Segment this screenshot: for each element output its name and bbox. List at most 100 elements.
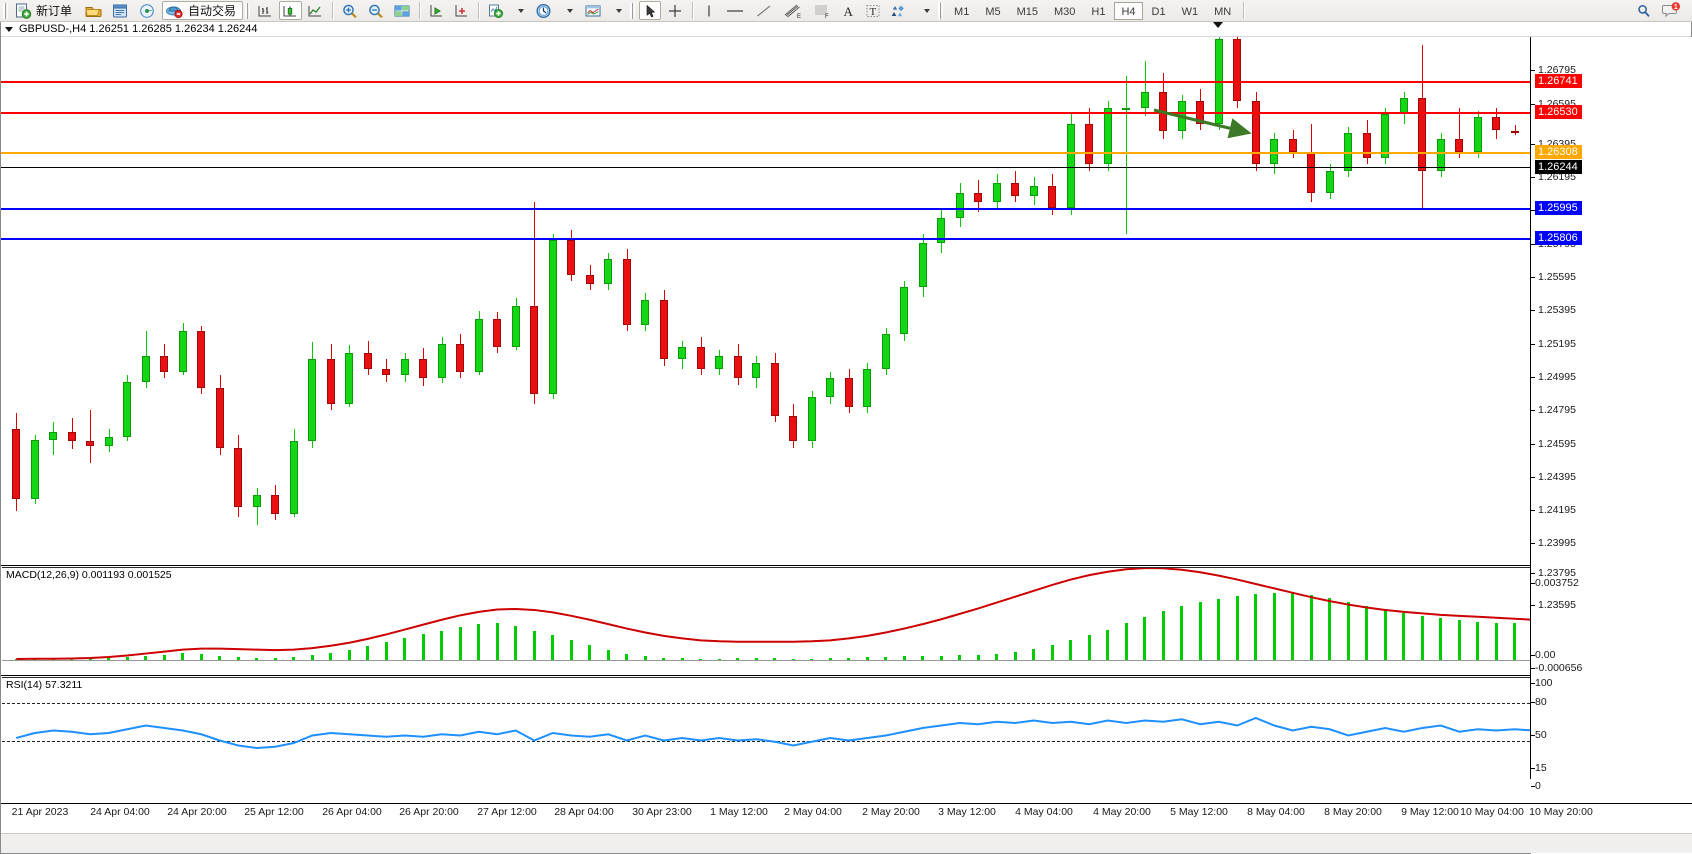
- horizontal-line-button[interactable]: [721, 1, 749, 20]
- new-order-button[interactable]: 新订单: [12, 1, 79, 20]
- chart-shift-button[interactable]: [450, 1, 473, 20]
- candle-body[interactable]: [234, 447, 242, 508]
- support-line-2[interactable]: [1, 238, 1530, 240]
- pivot-level-badge[interactable]: 1.26308: [1535, 145, 1582, 159]
- candle-body[interactable]: [882, 334, 890, 369]
- candle-body[interactable]: [308, 359, 316, 442]
- cursor-button[interactable]: [639, 1, 662, 20]
- candle-body[interactable]: [271, 494, 279, 514]
- candle-body[interactable]: [382, 368, 390, 376]
- candle-body[interactable]: [974, 192, 982, 203]
- text-label-button[interactable]: T: [861, 1, 885, 20]
- objects-dropdown[interactable]: [915, 1, 936, 20]
- candle-body[interactable]: [993, 183, 1001, 203]
- candle-body[interactable]: [475, 318, 483, 373]
- timeframe-m30[interactable]: M30: [1054, 5, 1076, 18]
- candle-body[interactable]: [660, 299, 668, 360]
- templates-dropdown[interactable]: [607, 1, 628, 20]
- candle-body[interactable]: [68, 431, 76, 442]
- candle-body[interactable]: [1233, 38, 1241, 102]
- candle-body[interactable]: [1104, 107, 1112, 165]
- candle-body[interactable]: [845, 378, 853, 407]
- search-button[interactable]: [1632, 1, 1656, 20]
- candle-body[interactable]: [438, 343, 446, 379]
- templates-button[interactable]: [581, 1, 605, 20]
- candle-body[interactable]: [900, 287, 908, 335]
- candle-body[interactable]: [1474, 117, 1482, 152]
- time-axis[interactable]: 21 Apr 2023 24 Apr 04:00 24 Apr 20:00 25 Ap…: [1, 804, 1692, 824]
- candle-body[interactable]: [1270, 139, 1278, 165]
- candle-body[interactable]: [142, 356, 150, 382]
- pivot-line[interactable]: [1, 152, 1530, 154]
- current-price-badge[interactable]: 1.26244: [1535, 160, 1582, 174]
- candle-body[interactable]: [1363, 132, 1371, 159]
- candle-chart-button[interactable]: [279, 1, 303, 20]
- profiles-button[interactable]: [81, 1, 106, 20]
- text-button[interactable]: A: [837, 1, 859, 20]
- candle-body[interactable]: [808, 397, 816, 442]
- candle-body[interactable]: [1141, 92, 1149, 108]
- timeframe-mn[interactable]: MN: [1214, 5, 1232, 18]
- candle-body[interactable]: [1122, 107, 1130, 110]
- candle-body[interactable]: [456, 343, 464, 373]
- candle-body[interactable]: [105, 436, 113, 446]
- candle-body[interactable]: [290, 441, 298, 514]
- candle-body[interactable]: [715, 356, 723, 369]
- trendline-button[interactable]: [751, 1, 777, 20]
- bar-chart-button[interactable]: [254, 1, 277, 20]
- vertical-line-button[interactable]: [698, 1, 719, 20]
- candle-body[interactable]: [1030, 186, 1038, 196]
- autotrade-button[interactable]: 自动交易: [162, 1, 244, 20]
- timeframe-h4[interactable]: H4: [1114, 1, 1143, 20]
- macd-pane[interactable]: [2, 567, 1530, 675]
- chart-menu-icon[interactable]: [5, 26, 13, 32]
- timeframe-w1[interactable]: W1: [1181, 5, 1199, 18]
- terminal-button[interactable]: [108, 1, 133, 20]
- timeframe-m5[interactable]: M5: [985, 5, 1001, 18]
- candle-body[interactable]: [919, 243, 927, 288]
- candle-body[interactable]: [1511, 131, 1519, 134]
- indicators-button[interactable]: [484, 1, 507, 20]
- candle-body[interactable]: [586, 274, 594, 284]
- candle-body[interactable]: [549, 239, 557, 395]
- support-line-1[interactable]: [1, 208, 1530, 210]
- candle-body[interactable]: [345, 353, 353, 404]
- resistance-line-2[interactable]: [1, 112, 1530, 114]
- candle-body[interactable]: [31, 439, 39, 500]
- price-axis[interactable]: 1.267951.265951.263951.261951.259951.257…: [1531, 37, 1692, 854]
- candle-body[interactable]: [1437, 139, 1445, 171]
- toolbar-grip-3[interactable]: [630, 2, 636, 19]
- alerts-button[interactable]: 1: [1658, 1, 1684, 20]
- candle-body[interactable]: [1492, 117, 1500, 130]
- candle-body[interactable]: [1326, 170, 1334, 193]
- candle-body[interactable]: [160, 356, 168, 373]
- candle-body[interactable]: [1178, 101, 1186, 132]
- period-button[interactable]: [532, 1, 556, 20]
- candle-body[interactable]: [826, 378, 834, 398]
- support-level-2-badge[interactable]: 1.25806: [1535, 231, 1582, 245]
- candle-body[interactable]: [1011, 183, 1019, 196]
- candle-body[interactable]: [678, 346, 686, 360]
- candle-body[interactable]: [493, 318, 501, 347]
- candle-body[interactable]: [419, 359, 427, 379]
- candle-body[interactable]: [604, 258, 612, 284]
- candle-body[interactable]: [123, 381, 131, 437]
- candle-body[interactable]: [1067, 123, 1075, 209]
- candle-body[interactable]: [789, 416, 797, 442]
- candle-body[interactable]: [863, 368, 871, 407]
- crosshair-button[interactable]: [663, 1, 687, 20]
- candle-body[interactable]: [1289, 139, 1297, 152]
- equidistant-channel-button[interactable]: E: [779, 1, 807, 20]
- candle-body[interactable]: [1418, 98, 1426, 171]
- toolbar-grip-2[interactable]: [245, 2, 251, 19]
- support-level-1-badge[interactable]: 1.25995: [1535, 201, 1582, 215]
- toolbar-grip-1[interactable]: [3, 2, 8, 19]
- candle-body[interactable]: [1252, 101, 1260, 165]
- zoom-in-button[interactable]: [338, 1, 362, 20]
- candle-body[interactable]: [771, 362, 779, 417]
- candle-body[interactable]: [734, 356, 742, 379]
- candle-body[interactable]: [512, 306, 520, 347]
- resistance-level-1-badge[interactable]: 1.26741: [1535, 74, 1582, 88]
- candle-body[interactable]: [327, 359, 335, 404]
- candle-body[interactable]: [12, 428, 20, 500]
